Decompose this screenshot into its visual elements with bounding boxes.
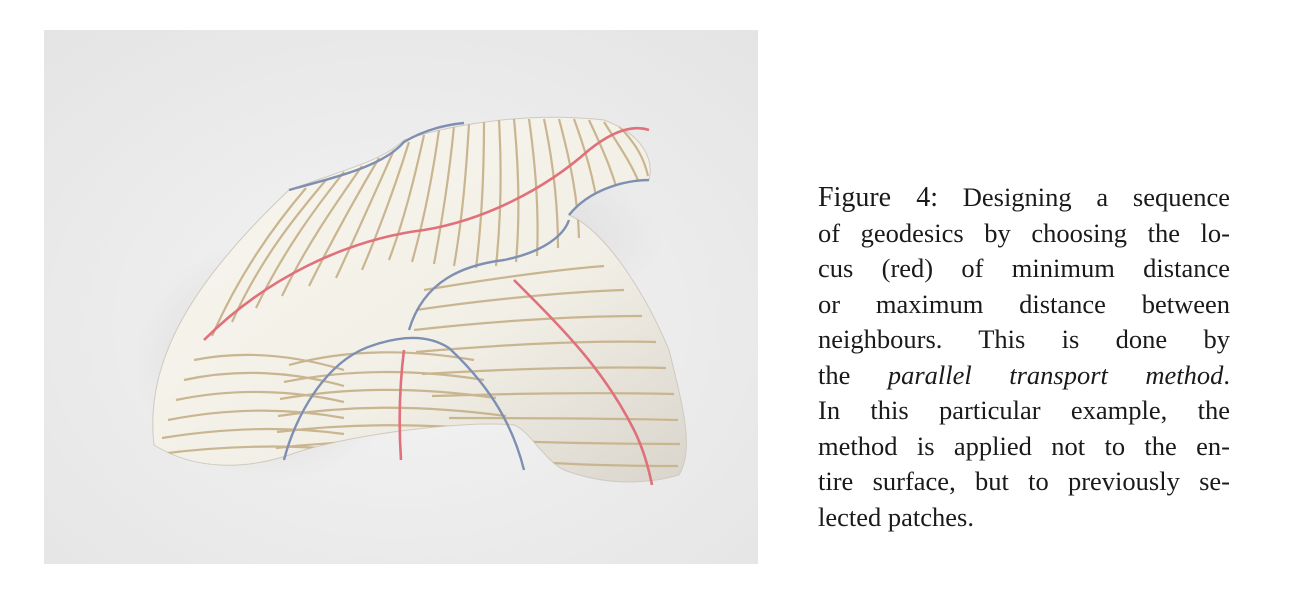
caption-line: In this particular example, the	[818, 395, 1230, 425]
surface-body	[152, 116, 687, 483]
caption-line: Figure 4: Designing a sequence	[818, 180, 1230, 216]
caption-line: the parallel transport method.	[818, 358, 1230, 394]
caption-line: of geodesics by choosing the lo-	[818, 217, 1230, 248]
caption-line: method is applied not to the en-	[818, 430, 1230, 461]
caption-text: the	[818, 359, 888, 390]
method-name-italic: parallel transport method	[887, 359, 1224, 390]
caption-text: .	[1223, 359, 1230, 390]
figure-label: Figure 4:	[818, 182, 938, 213]
caption-line: or maximum distance between	[818, 288, 1230, 319]
caption-line: lected patches.	[818, 501, 974, 532]
locus-lines	[203, 126, 654, 486]
caption-line: neighbours. This is done by	[818, 324, 1230, 354]
patch-boundaries	[282, 121, 650, 471]
caption-line: cus (red) of minimum distance	[818, 253, 1230, 283]
figure-caption: Figure 4: Designing a sequence of geodes…	[818, 180, 1230, 535]
caption-text: Designing a sequence	[962, 182, 1231, 212]
caption-line: tire surface, but to previously se-	[818, 466, 1230, 496]
figure-image	[44, 30, 758, 564]
geodesic-surface-render	[44, 30, 758, 564]
geodesic-lines	[158, 118, 681, 468]
